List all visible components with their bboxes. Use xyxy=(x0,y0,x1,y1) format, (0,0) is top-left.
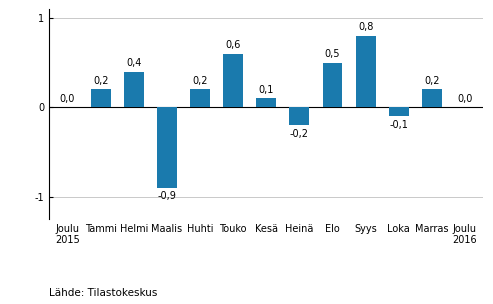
Bar xyxy=(256,98,276,107)
Bar xyxy=(355,36,376,107)
Text: -0,1: -0,1 xyxy=(389,120,408,130)
Text: 0,4: 0,4 xyxy=(126,58,141,68)
Text: 0,5: 0,5 xyxy=(325,49,340,59)
Bar xyxy=(389,107,409,116)
Bar xyxy=(322,63,343,107)
Text: 0,8: 0,8 xyxy=(358,22,373,32)
Text: -0,2: -0,2 xyxy=(290,129,309,139)
Text: 0,2: 0,2 xyxy=(192,76,208,86)
Text: -0,9: -0,9 xyxy=(157,191,176,201)
Text: 0,6: 0,6 xyxy=(225,40,241,50)
Bar xyxy=(422,89,442,107)
Text: 0,2: 0,2 xyxy=(93,76,108,86)
Bar xyxy=(91,89,110,107)
Text: 0,1: 0,1 xyxy=(258,85,274,95)
Text: Lähde: Tilastokeskus: Lähde: Tilastokeskus xyxy=(49,288,158,298)
Bar xyxy=(289,107,309,125)
Text: 0,0: 0,0 xyxy=(457,94,473,104)
Bar xyxy=(157,107,177,188)
Bar xyxy=(124,72,143,107)
Text: 0,2: 0,2 xyxy=(424,76,440,86)
Bar xyxy=(190,89,210,107)
Bar xyxy=(223,54,243,107)
Text: 0,0: 0,0 xyxy=(60,94,75,104)
